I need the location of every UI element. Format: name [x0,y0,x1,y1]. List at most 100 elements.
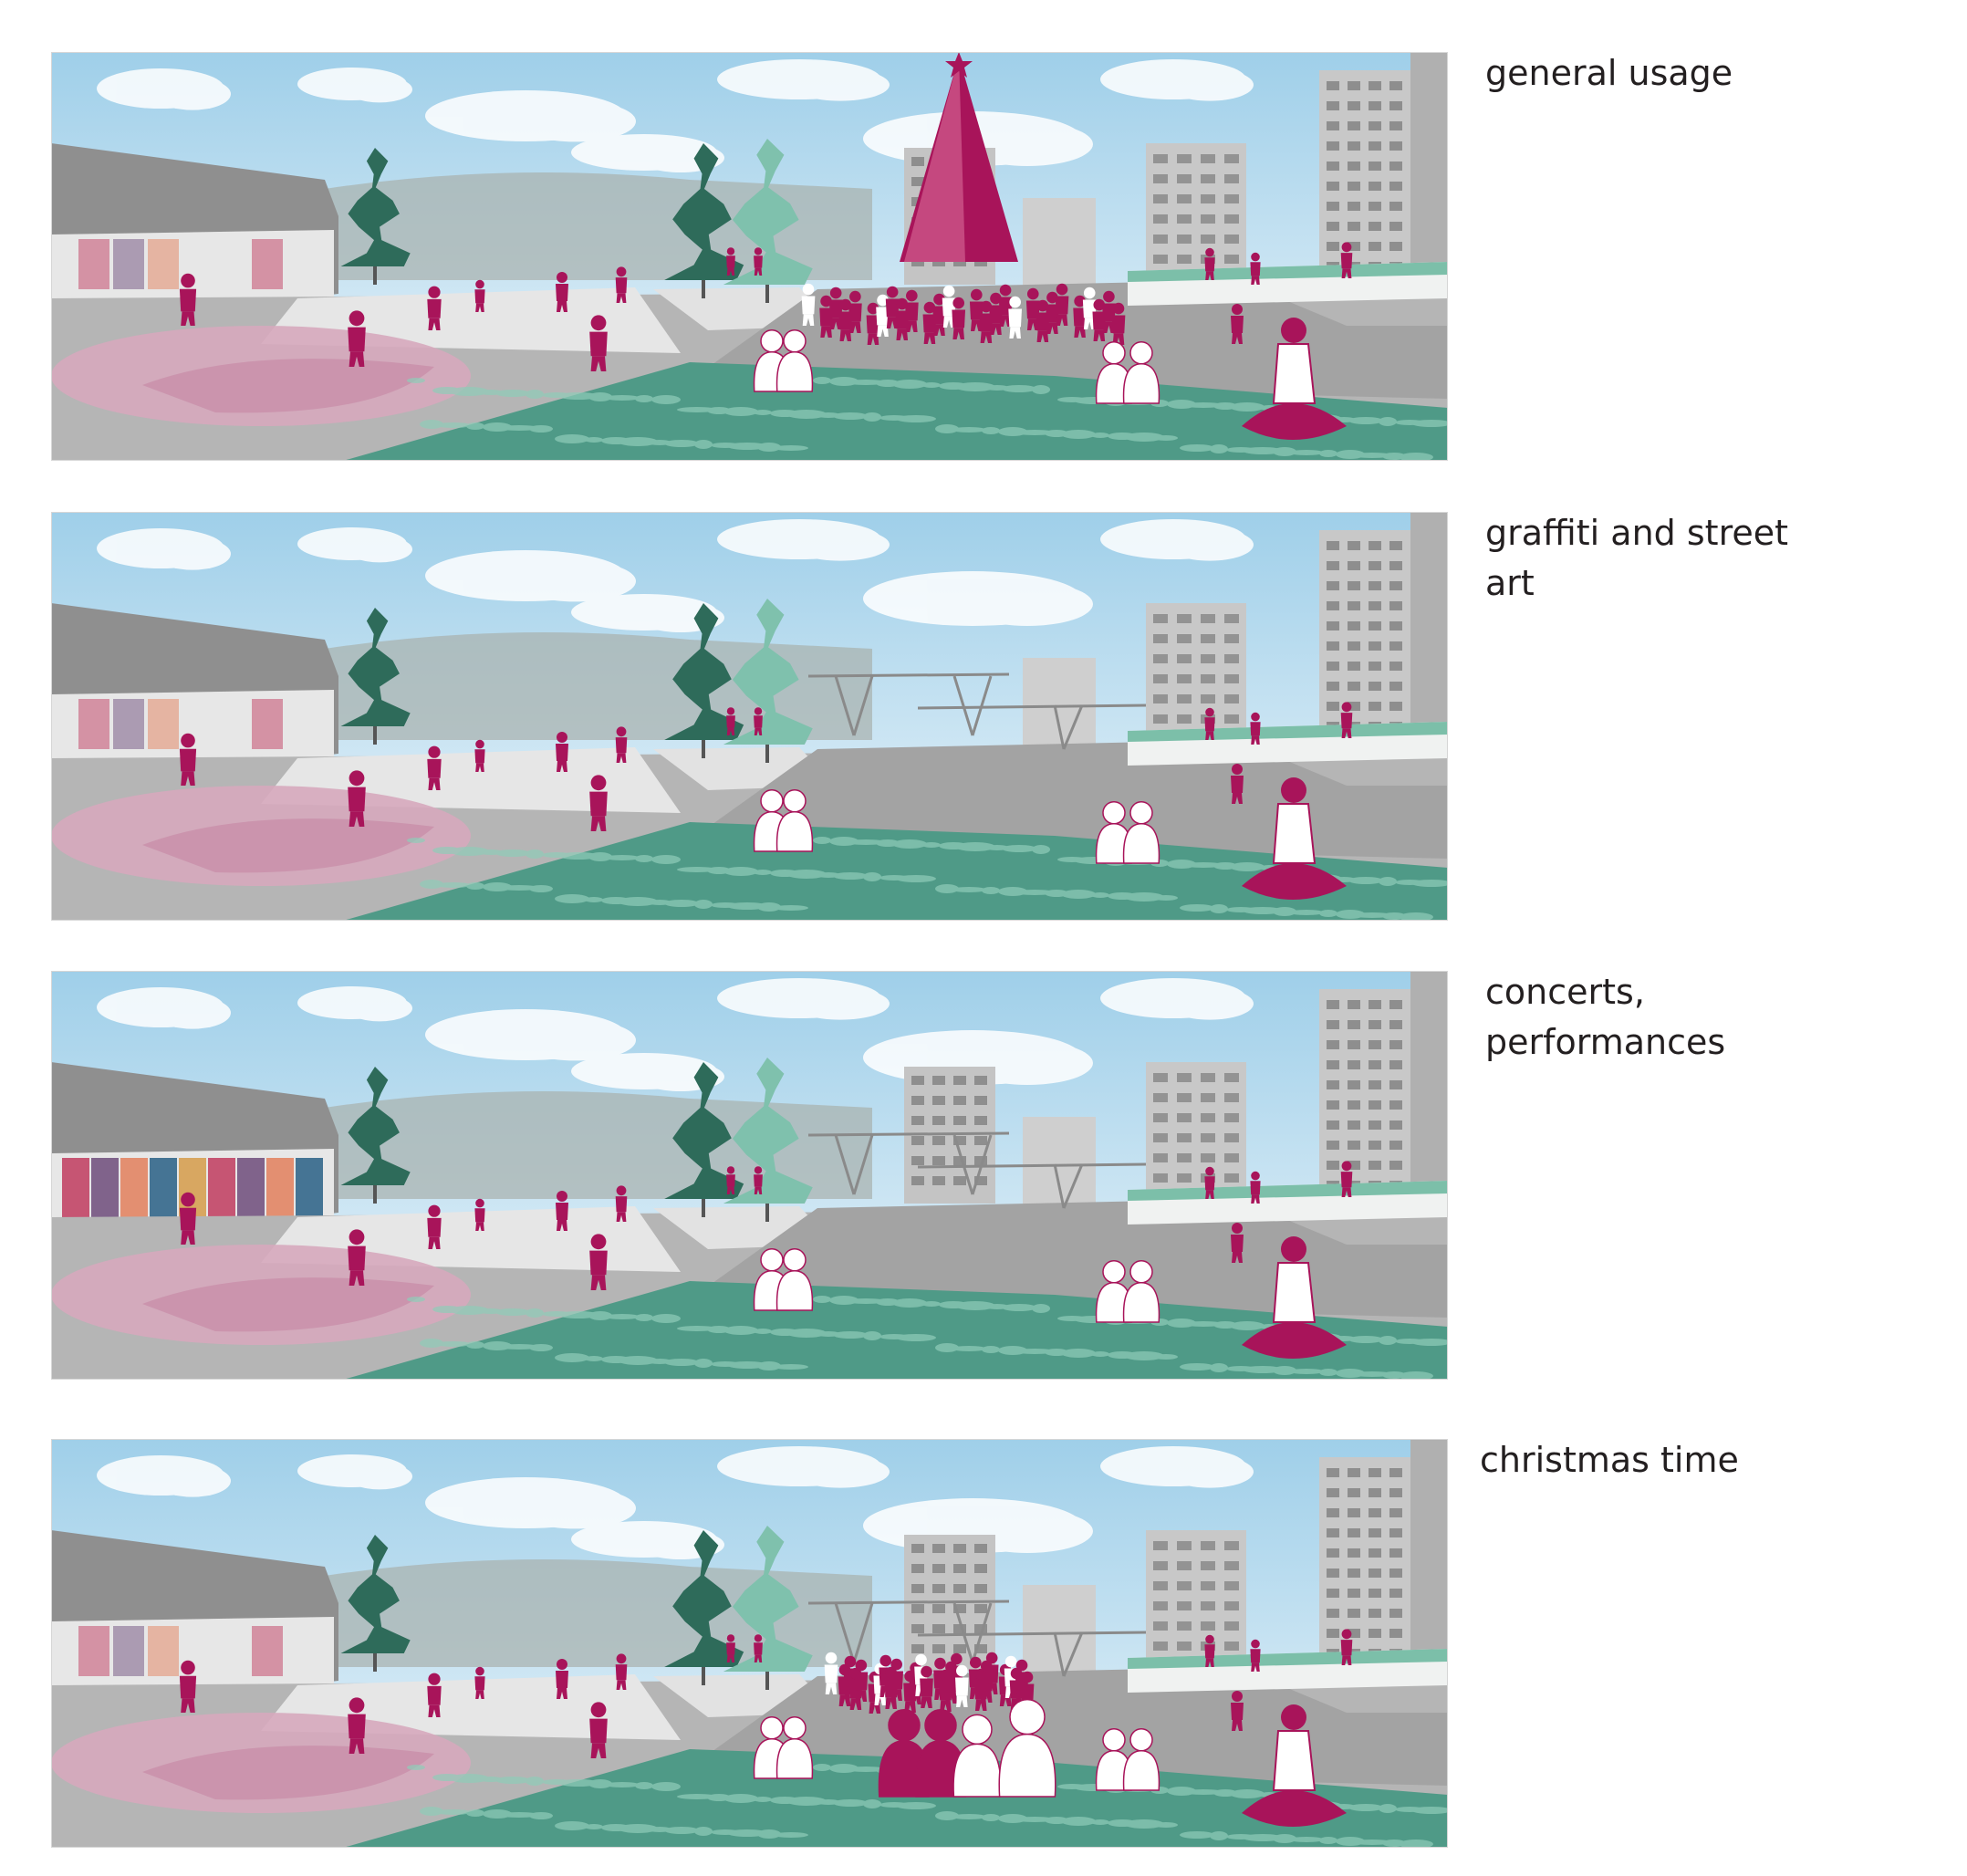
plaza-person [474,1666,485,1699]
crowd-person [979,300,994,343]
scene-frame [51,1439,1448,1848]
people [179,702,1353,831]
crowd-person [932,293,946,336]
pink-plaza-shadow [142,359,434,413]
plaza-person [474,1198,485,1231]
plaza-person [427,745,442,790]
clouds [97,978,1254,1091]
plaza-person [1231,304,1244,344]
plaza-person [1231,1691,1244,1731]
crowd-person [819,295,833,338]
seated-person [1122,1260,1160,1323]
pink-plaza-shadow [142,818,434,873]
seated-woman [1242,777,1347,900]
plaza-person [1340,1161,1353,1197]
panel-caption: graffiti and street art [1485,513,1789,603]
people [179,1629,1353,1758]
plaza-person [615,266,628,303]
plaza-person [427,286,442,330]
seated-person [1122,341,1160,404]
crowd-person [885,286,900,328]
plaza-person [754,1634,763,1662]
pavilion [807,1131,1147,1209]
crowd-person [1092,298,1107,341]
plaza-person [348,310,366,367]
plaza-person [589,1234,608,1290]
scene-concerts [51,971,1448,1380]
plaza-person [754,707,763,735]
scene-frame [51,512,1448,921]
crowd-person [1102,290,1116,333]
seated-person [1122,801,1160,864]
crowd-person [1055,283,1069,326]
plaza-person [1204,1634,1215,1667]
plaza-person [615,726,628,763]
tree [723,1058,813,1222]
seated-person [1095,341,1133,404]
distant-hill [325,1091,872,1199]
mural-wall [78,239,283,289]
plaza-person [726,247,735,276]
crowd-person [1111,302,1126,345]
seated-person [775,1716,814,1779]
plaza-person [1204,1166,1215,1199]
tree [340,148,411,285]
plaza-person [474,739,485,772]
tree [340,1067,411,1204]
plaza-person [1250,252,1261,285]
plaza-person [1250,1171,1261,1204]
crowd-person [890,1658,904,1701]
plaza-person [1204,247,1215,280]
plaza-person [556,1659,568,1699]
crowd [824,1652,1035,1714]
tree [664,143,744,298]
plaza-person [556,272,568,312]
tree [723,599,813,763]
distant-hill [325,632,872,740]
plaza-person [1340,702,1353,738]
plaza-person [556,1191,568,1231]
seated-woman [1242,318,1347,440]
plaza-person [348,1697,366,1754]
scene-christmas [51,1439,1448,1848]
plaza-person [348,770,366,827]
panel-caption: christmas time [1480,1440,1739,1480]
plaza-person [427,1204,442,1249]
panel-caption: concerts, performances [1485,972,1726,1062]
tree [723,139,813,303]
plaza-person [726,1166,735,1194]
plaza-person [754,247,763,276]
crowd-person [1046,291,1059,334]
plaza-person [179,1660,197,1713]
tree [340,608,411,745]
scene-illustration [51,971,1448,1380]
crowd [801,283,1126,345]
distant-hill [325,1559,872,1667]
central-square [690,740,1448,859]
crowd-person [895,297,910,340]
plaza-person [179,273,197,326]
clouds [97,519,1254,632]
plaza-person [1340,242,1353,278]
plaza-person [1340,1629,1353,1665]
scene-frame [51,971,1448,1380]
seated-person [775,329,814,392]
crowd-person [904,289,919,332]
plaza-person [348,1229,366,1286]
crowd-person [854,1659,869,1702]
tree [664,1530,744,1685]
scene-illustration [51,512,1448,921]
crowd-person [1073,295,1087,338]
seated-person [775,1248,814,1311]
crowd-person [920,1665,933,1708]
crowd-person [984,1652,999,1694]
central-square [690,1199,1448,1318]
plaza-person [589,775,608,831]
tree [664,1062,744,1217]
crowd-person [954,1664,969,1707]
plaza-person [615,1185,628,1222]
crowd-person [922,301,937,344]
distant-hill [325,172,872,280]
scene-illustration [51,1439,1448,1848]
crowd-person [838,298,853,341]
